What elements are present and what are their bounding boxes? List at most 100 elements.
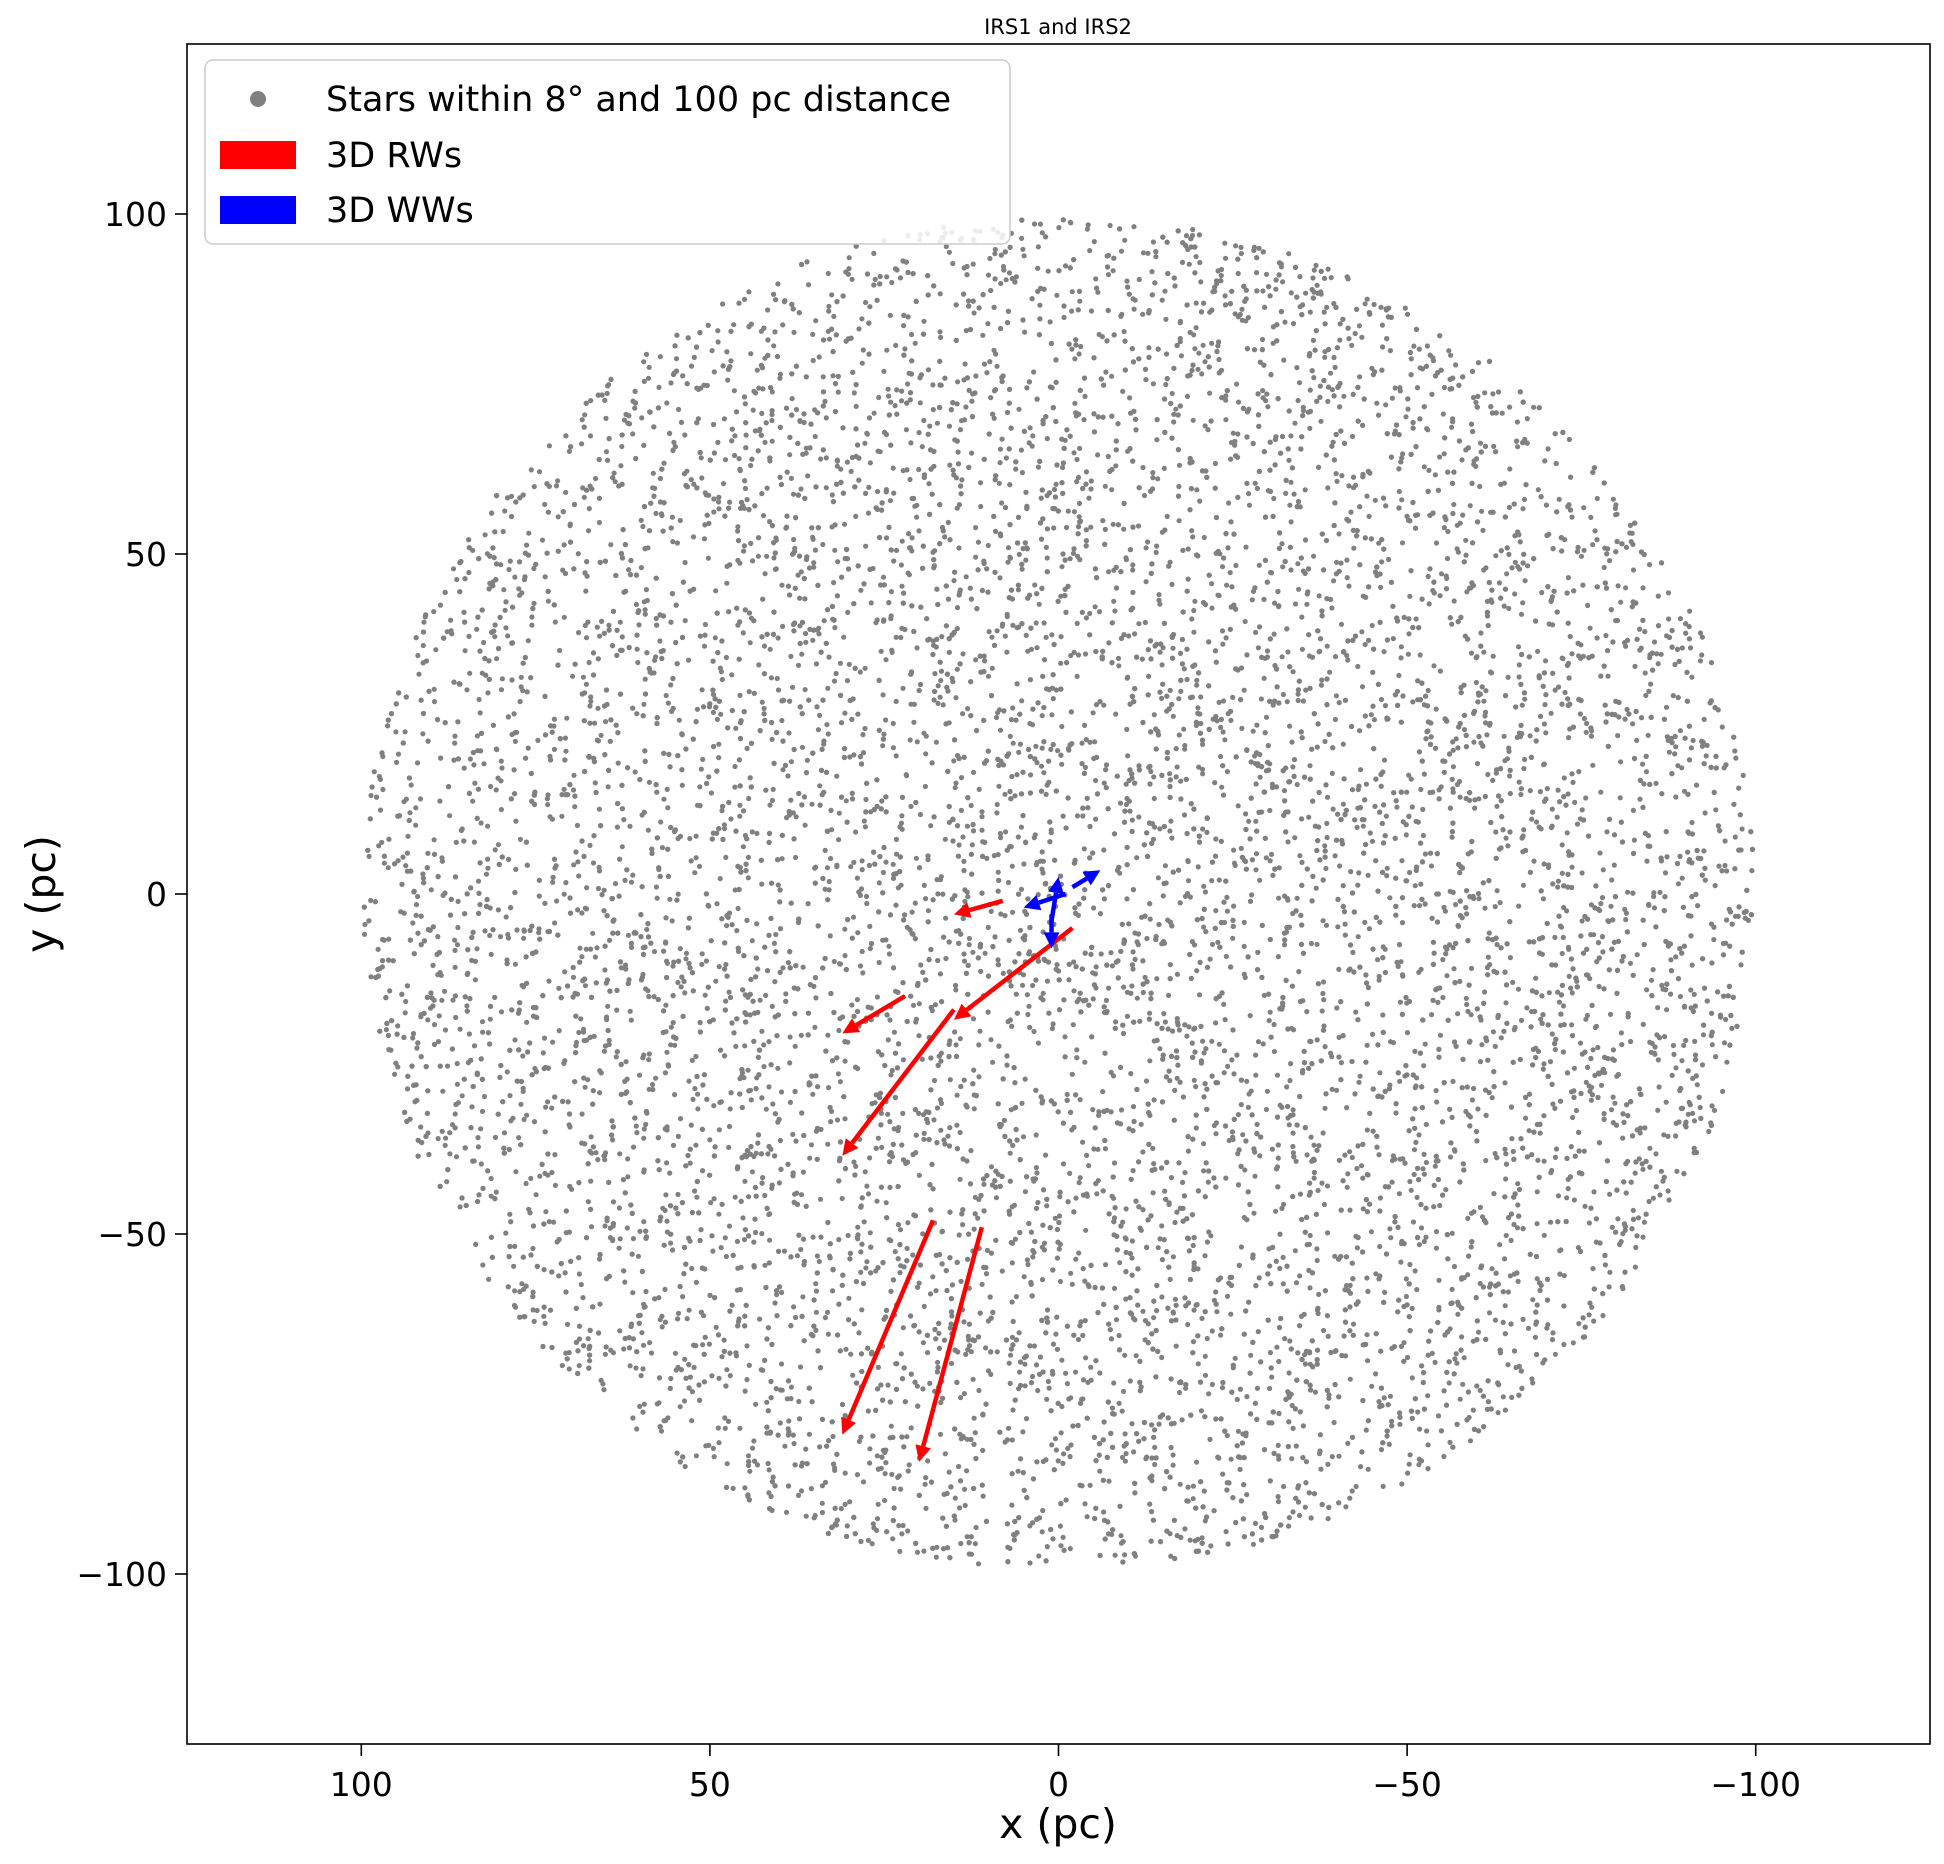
star-point (959, 477, 965, 483)
star-point (716, 1127, 723, 1133)
star-point (722, 1235, 728, 1241)
star-point (900, 1325, 906, 1331)
star-point (1238, 244, 1244, 250)
star-point (1147, 916, 1153, 922)
star-point (1435, 999, 1441, 1006)
star-point (979, 814, 985, 820)
star-point (800, 964, 806, 970)
star-point (1449, 1230, 1455, 1236)
star-point (1392, 385, 1398, 391)
star-point (592, 780, 598, 786)
star-point (1239, 306, 1245, 312)
star-point (1344, 1184, 1350, 1190)
star-point (503, 1230, 509, 1236)
star-point (1416, 1242, 1422, 1248)
star-point (1569, 514, 1575, 520)
star-point (492, 994, 498, 1001)
star-point (691, 354, 697, 360)
star-point (822, 398, 828, 404)
star-point (1261, 675, 1267, 681)
star-point (749, 1169, 756, 1175)
star-point (1181, 726, 1187, 732)
star-point (798, 1488, 805, 1494)
star-point (664, 1160, 670, 1166)
star-point (934, 420, 941, 426)
star-point (649, 1081, 656, 1088)
star-point (420, 871, 426, 877)
star-point (994, 628, 1000, 634)
star-point (1122, 1552, 1128, 1558)
star-point (1049, 1025, 1055, 1032)
star-point (813, 995, 819, 1001)
star-point (1026, 951, 1032, 957)
star-point (1096, 1452, 1102, 1458)
star-point (1627, 960, 1634, 966)
star-point (1008, 1346, 1015, 1352)
star-point (517, 836, 524, 842)
star-point (1583, 795, 1589, 801)
star-point (1633, 1244, 1639, 1251)
star-point (891, 558, 897, 564)
star-point (1162, 863, 1168, 869)
star-point (767, 802, 773, 808)
star-point (1535, 487, 1541, 493)
star-point (375, 946, 381, 952)
star-point (1105, 453, 1111, 460)
star-point (1100, 1089, 1106, 1095)
star-point (1431, 1204, 1437, 1210)
star-point (643, 1121, 649, 1127)
star-point (517, 1289, 523, 1295)
star-point (757, 1316, 763, 1322)
star-point (1451, 598, 1457, 604)
star-point (1226, 500, 1232, 506)
star-point (1121, 984, 1127, 990)
star-point (659, 1324, 665, 1330)
star-point (551, 746, 558, 753)
star-point (1183, 1385, 1189, 1391)
star-point (682, 1356, 688, 1362)
star-point (601, 1387, 607, 1393)
star-point (603, 719, 609, 725)
star-point (810, 1234, 816, 1240)
star-point (1331, 300, 1337, 307)
star-point (1055, 748, 1061, 754)
star-point (1304, 601, 1310, 607)
star-point (575, 551, 581, 557)
star-point (1648, 977, 1655, 983)
star-point (1646, 562, 1653, 568)
star-point (1130, 296, 1136, 302)
star-point (746, 1194, 752, 1200)
star-point (742, 1388, 748, 1394)
star-point (1455, 1311, 1461, 1317)
star-point (1241, 919, 1247, 926)
star-point (1579, 918, 1585, 924)
star-point (775, 635, 781, 641)
star-point (1561, 883, 1567, 889)
star-point (702, 992, 708, 998)
star-point (1182, 742, 1188, 749)
star-point (1129, 983, 1135, 989)
star-point (1673, 744, 1679, 750)
star-point (641, 1401, 647, 1407)
star-point (1421, 1171, 1427, 1177)
star-point (777, 375, 783, 381)
star-point (1561, 1273, 1567, 1279)
star-point (1026, 1003, 1032, 1009)
star-point (1703, 753, 1709, 759)
star-point (1093, 964, 1099, 970)
star-point (992, 251, 998, 257)
star-point (1609, 877, 1615, 883)
star-point (724, 1461, 730, 1467)
star-point (702, 621, 709, 628)
star-point (403, 998, 409, 1005)
star-point (890, 875, 897, 882)
star-point (979, 809, 985, 815)
star-point (1082, 1501, 1088, 1507)
star-point (1131, 224, 1137, 230)
star-point (878, 648, 884, 654)
star-point (1116, 1400, 1122, 1406)
star-point (1568, 1144, 1574, 1150)
star-point (1364, 1209, 1370, 1215)
star-point (376, 843, 382, 849)
star-point (1420, 832, 1426, 839)
